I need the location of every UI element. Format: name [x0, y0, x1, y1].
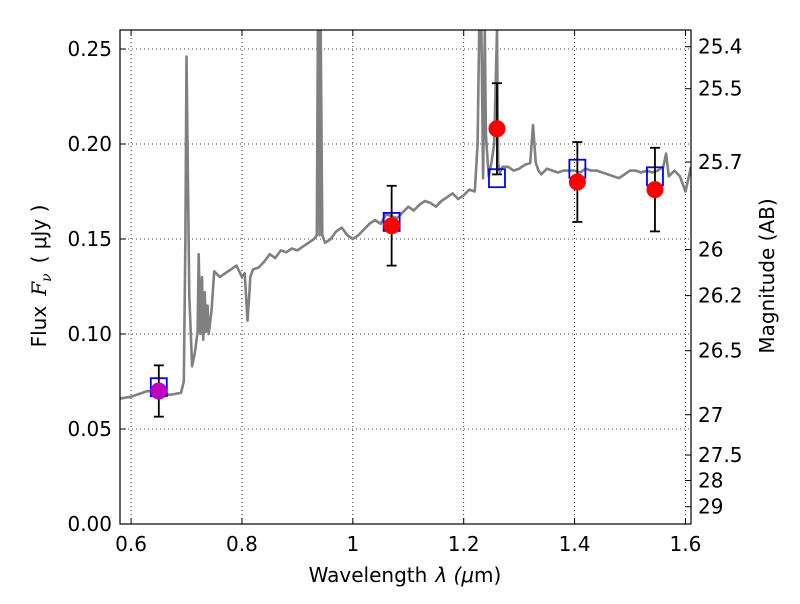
- y-tick-label: 0.20: [67, 132, 112, 156]
- mag-tick-label: 27: [698, 403, 723, 427]
- mag-tick-label: 29: [698, 495, 723, 519]
- observed-point: [568, 173, 586, 191]
- x-tick-label: 1: [346, 532, 359, 556]
- observed-point: [150, 382, 168, 400]
- plot-background: [120, 30, 691, 524]
- y-tick-label: 0.00: [67, 512, 112, 536]
- x-tick-label: 1.2: [448, 532, 480, 556]
- x-tick-label: 1.6: [670, 532, 702, 556]
- y2-axis-title: Magnitude (AB): [755, 198, 779, 353]
- series-layer: [120, 30, 691, 418]
- axes: 0.6 0.8 1 1.2 1.4 1.6 0.00 0.05 0.10 0.15 0.20 0.25…: [67, 30, 743, 556]
- mag-tick-label: 26: [698, 237, 723, 261]
- mag-tick-label: 27.5: [698, 443, 743, 467]
- y-tick-label: 0.15: [67, 227, 112, 251]
- x-axis-title: Wavelength λ (μm): [309, 563, 502, 587]
- x-tick-label: 1.4: [559, 532, 591, 556]
- y-tick-label: 0.05: [67, 417, 112, 441]
- mag-tick-label: 26.5: [698, 339, 743, 363]
- y-axis-title: FluxFν( μJy ): [27, 205, 55, 348]
- mag-tick-label: 26.2: [698, 284, 743, 308]
- plot-frame: [119, 29, 692, 525]
- y-tick-label: 0.10: [67, 322, 112, 346]
- observed-point: [646, 181, 664, 199]
- sed-line: [120, 30, 691, 400]
- mag-tick-label: 25.5: [698, 77, 743, 101]
- mag-tick-label: 25.4: [698, 35, 743, 59]
- x-tick-label: 0.8: [226, 532, 258, 556]
- observed-point: [488, 120, 506, 138]
- y-tick-label: 0.25: [67, 37, 112, 61]
- mag-tick-label: 25.7: [698, 150, 743, 174]
- mag-tick-label: 28: [698, 468, 723, 492]
- observed-point: [383, 217, 401, 235]
- x-tick-label: 0.6: [115, 532, 147, 556]
